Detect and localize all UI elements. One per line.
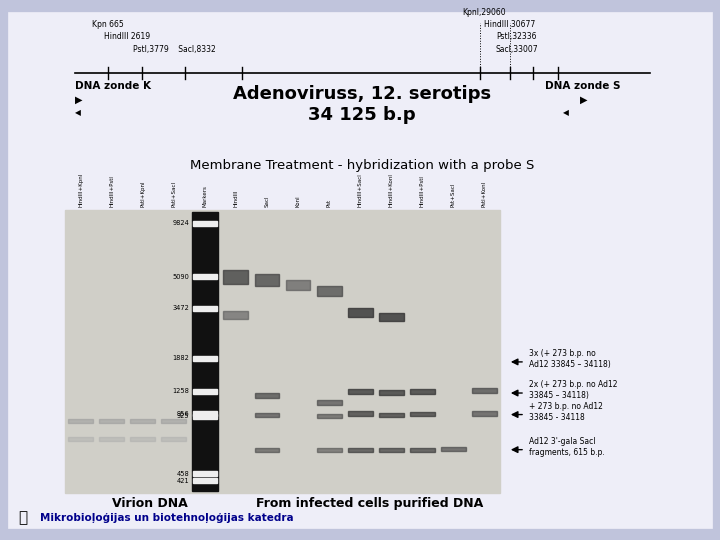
Text: KonI: KonI [295, 195, 300, 207]
Text: Kpn 665: Kpn 665 [92, 20, 124, 29]
Bar [317, 448, 341, 451]
Bar [193, 306, 217, 310]
Text: 458: 458 [177, 471, 189, 477]
Bar [223, 270, 248, 284]
Bar [317, 286, 341, 296]
Bar [317, 414, 341, 418]
Bar [379, 390, 404, 395]
Text: SacI: SacI [264, 195, 269, 207]
Text: ◀: ◀ [563, 108, 569, 117]
Bar [255, 448, 279, 451]
Text: 5090: 5090 [173, 274, 189, 280]
Text: 1882: 1882 [173, 355, 189, 361]
Text: From infected cells purified DNA: From infected cells purified DNA [256, 497, 484, 510]
Bar [193, 274, 217, 280]
Bar [379, 448, 404, 451]
Bar [348, 308, 373, 317]
Bar [410, 389, 435, 394]
Text: ▶: ▶ [580, 95, 588, 105]
Bar [161, 420, 186, 423]
Bar [441, 447, 466, 451]
Text: 🔬: 🔬 [18, 510, 27, 525]
Bar [255, 274, 279, 286]
Text: 3x (+ 273 b.p. no
Ad12 33845 – 34118): 3x (+ 273 b.p. no Ad12 33845 – 34118) [529, 349, 611, 369]
Text: ◀: ◀ [75, 108, 81, 117]
Bar [472, 411, 497, 416]
Text: PstI+SacI: PstI+SacI [171, 181, 176, 207]
Bar [410, 412, 435, 416]
Text: 34 125 b.p: 34 125 b.p [308, 106, 416, 124]
Text: HindIII+KpnI: HindIII+KpnI [78, 173, 83, 207]
Text: Mikrobioļoģijas un biotehnoļoģijas katedra: Mikrobioļoģijas un biotehnoļoģijas kated… [40, 513, 294, 523]
Text: Adenoviruss, 12. serotips: Adenoviruss, 12. serotips [233, 85, 491, 103]
Bar [255, 413, 279, 417]
Bar [193, 221, 217, 226]
Bar [317, 400, 341, 404]
Bar [130, 437, 155, 441]
Text: PstI,32336: PstI,32336 [496, 32, 536, 41]
Bar [68, 420, 93, 423]
Bar [348, 389, 373, 394]
Text: Markers: Markers [202, 185, 207, 207]
Text: HindIII+PstI: HindIII+PstI [109, 175, 114, 207]
Bar [348, 411, 373, 415]
Text: KpnI,29060: KpnI,29060 [462, 8, 505, 17]
Bar [65, 210, 500, 493]
Text: 925: 925 [177, 413, 189, 419]
Text: Virion DNA: Virion DNA [112, 497, 188, 510]
Text: HindIII+PstI: HindIII+PstI [420, 175, 425, 207]
Text: HindIII+KonI: HindIII+KonI [389, 173, 394, 207]
Bar [379, 413, 404, 417]
Bar [410, 448, 435, 451]
Bar [192, 212, 218, 491]
Text: HindIII+SacI: HindIII+SacI [358, 173, 363, 207]
Bar [348, 448, 373, 451]
Text: Ad12 3'-gala SacI
fragments, 615 b.p.: Ad12 3'-gala SacI fragments, 615 b.p. [529, 437, 605, 457]
Bar [286, 280, 310, 290]
Text: SacI,33007: SacI,33007 [496, 45, 539, 54]
Text: ▶: ▶ [75, 95, 83, 105]
Bar [193, 356, 217, 361]
Bar [223, 311, 248, 319]
Bar [99, 437, 124, 441]
Bar [472, 388, 497, 393]
Bar [161, 437, 186, 441]
Bar [193, 478, 217, 483]
Text: HindIII 2619: HindIII 2619 [104, 32, 150, 41]
Bar [193, 389, 217, 394]
Bar [99, 420, 124, 423]
Text: DNA zonde K: DNA zonde K [75, 81, 151, 91]
Text: 2x (+ 273 b.p. no Ad12
33845 – 34118): 2x (+ 273 b.p. no Ad12 33845 – 34118) [529, 380, 618, 400]
Bar [68, 437, 93, 441]
Text: 421: 421 [177, 477, 189, 484]
Bar [193, 471, 217, 476]
Bar [193, 411, 217, 416]
Bar [193, 414, 217, 419]
Text: Membrane Treatment - hybridization with a probe S: Membrane Treatment - hybridization with … [190, 159, 534, 172]
Text: Pst+SacI: Pst+SacI [451, 183, 456, 207]
Text: PstI+KpnI: PstI+KpnI [140, 180, 145, 207]
Text: PstI,3779    SacI,8332: PstI,3779 SacI,8332 [133, 45, 216, 54]
Text: 3472: 3472 [173, 305, 189, 311]
Text: + 273 b.p. no Ad12
33845 - 34118: + 273 b.p. no Ad12 33845 - 34118 [529, 402, 603, 422]
Text: PstI+KonI: PstI+KonI [482, 181, 487, 207]
Text: HindIII: HindIII [233, 190, 238, 207]
Bar [130, 420, 155, 423]
Bar [379, 314, 404, 321]
Text: HindIII 30677: HindIII 30677 [484, 20, 535, 29]
Text: Pst: Pst [327, 199, 332, 207]
Bar [255, 393, 279, 397]
Text: DNA zonde S: DNA zonde S [545, 81, 621, 91]
Text: 1258: 1258 [173, 388, 189, 394]
Text: 9824: 9824 [173, 220, 189, 226]
Text: 956: 956 [177, 410, 189, 417]
